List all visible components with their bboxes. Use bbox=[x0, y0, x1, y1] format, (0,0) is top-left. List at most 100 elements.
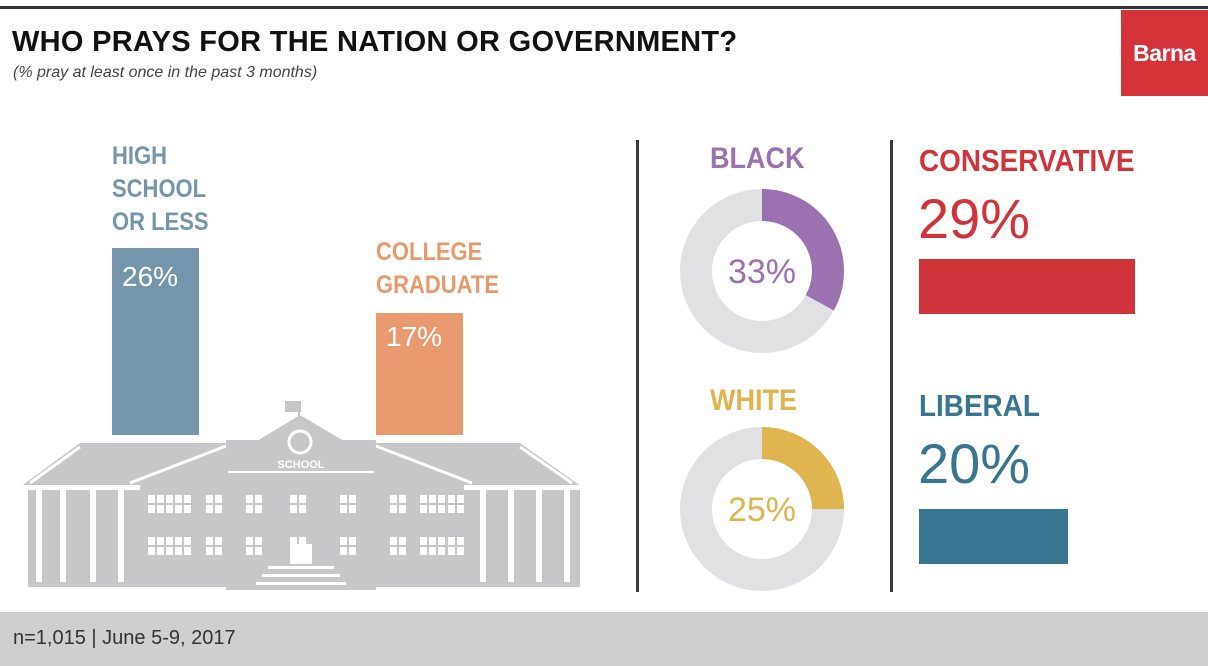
window-pane bbox=[299, 537, 306, 545]
window-pane bbox=[184, 547, 191, 555]
liberal-value: 20% bbox=[918, 432, 1031, 495]
conservative-label: CONSERVATIVE bbox=[919, 143, 1135, 178]
high-school-label-line: HIGH bbox=[112, 142, 167, 170]
bar-college bbox=[376, 312, 463, 435]
window-pane bbox=[215, 495, 222, 503]
window-pane bbox=[349, 495, 356, 503]
window-pane bbox=[457, 547, 464, 555]
college-label: COLLEGE GRADUATE bbox=[376, 236, 499, 302]
black-label: BLACK bbox=[710, 142, 805, 175]
window-pane bbox=[448, 537, 455, 545]
bar-high-school bbox=[112, 247, 199, 435]
window-pane bbox=[215, 505, 222, 513]
window-pane bbox=[420, 547, 427, 555]
window-pane bbox=[246, 495, 253, 503]
window-pane bbox=[438, 547, 445, 555]
window-pane bbox=[290, 495, 297, 503]
window-pane bbox=[255, 495, 262, 503]
donut-white-value: 25% bbox=[728, 491, 796, 529]
liberal-label: LIBERAL bbox=[919, 388, 1040, 423]
window-pane bbox=[166, 537, 173, 545]
window-pane bbox=[148, 505, 155, 513]
window-pane bbox=[299, 495, 306, 503]
window-pane bbox=[448, 505, 455, 513]
window-pane bbox=[184, 537, 191, 545]
window-pane bbox=[299, 547, 306, 555]
window-pane bbox=[390, 495, 397, 503]
window-pane bbox=[429, 505, 436, 513]
window-pane bbox=[429, 537, 436, 545]
window-pane bbox=[390, 505, 397, 513]
window-pane bbox=[290, 505, 297, 513]
top-rule bbox=[0, 6, 1208, 9]
window-pane bbox=[340, 505, 347, 513]
bar-value-college: 17% bbox=[386, 321, 443, 352]
window-pane bbox=[429, 495, 436, 503]
window-pane bbox=[175, 547, 182, 555]
window-pane bbox=[215, 537, 222, 545]
high-school-label-line: SCHOOL bbox=[112, 175, 207, 203]
window-pane bbox=[166, 547, 173, 555]
chart-title: WHO PRAYS FOR THE NATION OR GOVERNMENT? bbox=[12, 26, 738, 58]
white-label: WHITE bbox=[710, 384, 797, 417]
window-pane bbox=[429, 547, 436, 555]
window-pane bbox=[420, 537, 427, 545]
window-pane bbox=[399, 495, 406, 503]
window-pane bbox=[438, 537, 445, 545]
window-pane bbox=[399, 547, 406, 555]
window-pane bbox=[438, 495, 445, 503]
window-pane bbox=[399, 537, 406, 545]
window-pane bbox=[390, 537, 397, 545]
window-pane bbox=[448, 495, 455, 503]
window-pane bbox=[246, 547, 253, 555]
window-pane bbox=[157, 505, 164, 513]
window-pane bbox=[206, 537, 213, 545]
window-pane bbox=[457, 495, 464, 503]
window-pane bbox=[184, 495, 191, 503]
window-pane bbox=[175, 505, 182, 513]
college-label-line: GRADUATE bbox=[376, 271, 500, 299]
window-pane bbox=[157, 495, 164, 503]
window-pane bbox=[246, 537, 253, 545]
window-pane bbox=[457, 537, 464, 545]
donut-black: 33% bbox=[680, 189, 844, 353]
divider-right bbox=[890, 140, 893, 592]
high-school-label-line: OR LESS bbox=[112, 208, 209, 236]
window-pane bbox=[349, 547, 356, 555]
window-pane bbox=[206, 547, 213, 555]
bar-value-high-school: 26% bbox=[122, 261, 179, 292]
window-pane bbox=[340, 537, 347, 545]
window-pane bbox=[290, 547, 297, 555]
window-pane bbox=[420, 505, 427, 513]
window-pane bbox=[157, 537, 164, 545]
window-pane bbox=[157, 547, 164, 555]
donut-black-value: 33% bbox=[728, 253, 796, 291]
chart-subtitle: (% pray at least once in the past 3 mont… bbox=[13, 64, 318, 81]
window-pane bbox=[175, 495, 182, 503]
barna-logo: Barna bbox=[1121, 10, 1208, 96]
window-pane bbox=[148, 537, 155, 545]
window-pane bbox=[148, 495, 155, 503]
school-sign-text: SCHOOL bbox=[277, 459, 324, 471]
window-pane bbox=[255, 547, 262, 555]
window-pane bbox=[255, 537, 262, 545]
college-label-line: COLLEGE bbox=[376, 238, 483, 266]
window-pane bbox=[246, 505, 253, 513]
window-pane bbox=[206, 505, 213, 513]
window-pane bbox=[349, 505, 356, 513]
window-pane bbox=[340, 495, 347, 503]
bar-conservative bbox=[919, 259, 1136, 314]
donut-white-slice bbox=[761, 427, 844, 510]
window-pane bbox=[299, 505, 306, 513]
window-pane bbox=[349, 537, 356, 545]
window-pane bbox=[457, 505, 464, 513]
window-pane bbox=[148, 547, 155, 555]
window-pane bbox=[184, 505, 191, 513]
divider-left bbox=[636, 140, 639, 592]
donut-white: 25% bbox=[680, 427, 844, 591]
sample-note: n=1,015 | June 5-9, 2017 bbox=[13, 627, 236, 649]
window-pane bbox=[340, 547, 347, 555]
window-pane bbox=[166, 495, 173, 503]
window-pane bbox=[438, 505, 445, 513]
